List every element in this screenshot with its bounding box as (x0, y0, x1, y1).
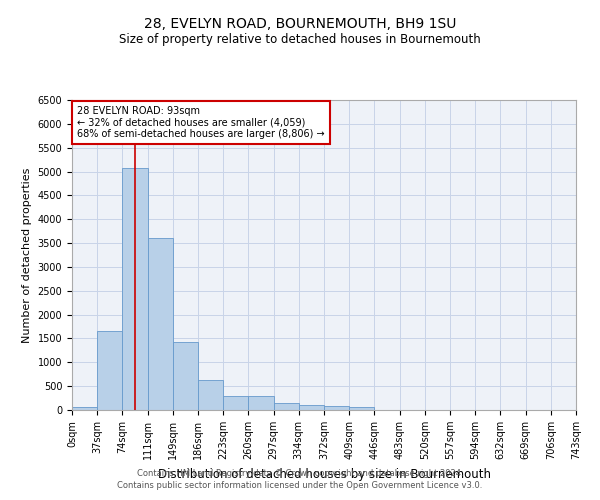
Bar (148, 238, 173, 410)
Text: 28 EVELYN ROAD: 93sqm
← 32% of detached houses are smaller (4,059)
68% of semi-d: 28 EVELYN ROAD: 93sqm ← 32% of detached … (77, 106, 325, 140)
Y-axis label: Number of detached properties: Number of detached properties (22, 168, 32, 342)
Bar (299, 405, 324, 410)
Bar (72, 407, 97, 410)
Text: 28, EVELYN ROAD, BOURNEMOUTH, BH9 1SU: 28, EVELYN ROAD, BOURNEMOUTH, BH9 1SU (144, 18, 456, 32)
Bar (97, 332, 122, 410)
Bar (324, 406, 349, 410)
Bar (248, 396, 274, 410)
Text: Contains public sector information licensed under the Open Government Licence v3: Contains public sector information licen… (118, 481, 482, 490)
Text: Size of property relative to detached houses in Bournemouth: Size of property relative to detached ho… (119, 32, 481, 46)
Bar (173, 342, 198, 410)
X-axis label: Distribution of detached houses by size in Bournemouth: Distribution of detached houses by size … (157, 468, 491, 480)
Bar (223, 396, 248, 410)
Bar (274, 403, 299, 410)
Text: Contains HM Land Registry data © Crown copyright and database right 2024.: Contains HM Land Registry data © Crown c… (137, 468, 463, 477)
Bar (349, 407, 374, 410)
Bar (198, 380, 223, 410)
Bar (122, 168, 148, 410)
